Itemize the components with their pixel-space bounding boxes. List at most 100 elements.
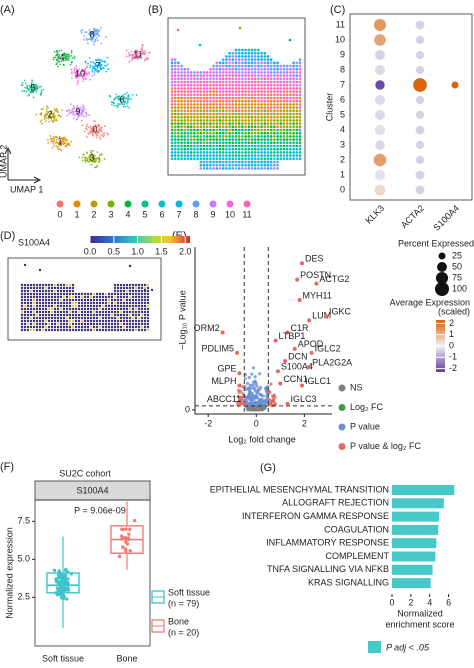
spot [266, 61, 270, 65]
umap-cell [130, 97, 132, 100]
spot [199, 74, 203, 77]
gene-point [258, 392, 262, 396]
spot [128, 328, 132, 332]
umap-cell [82, 153, 85, 156]
spot [71, 292, 75, 296]
spot [80, 319, 84, 323]
spot [247, 67, 251, 71]
umap-cell [106, 132, 109, 135]
spot [32, 301, 36, 305]
spot [209, 154, 212, 157]
spot [244, 138, 247, 141]
umap-cell [89, 37, 92, 40]
spot [199, 109, 203, 113]
spot [279, 147, 283, 151]
cluster-label: 4 [59, 52, 64, 62]
spot [247, 109, 251, 113]
spot [209, 83, 212, 87]
pathway-label: ALLOGRAFT REJECTION [282, 498, 389, 508]
umap-cell [97, 34, 100, 37]
spot [247, 58, 251, 61]
umap-cell [93, 73, 96, 76]
spot [289, 103, 292, 106]
spot [292, 138, 295, 141]
umap-cell [48, 116, 51, 119]
gene-point [247, 390, 252, 394]
spot [209, 160, 212, 164]
spot [180, 147, 183, 151]
umap-cell [91, 68, 94, 71]
spot [289, 64, 292, 68]
spot [212, 160, 215, 164]
gene-point [264, 389, 268, 393]
spot [95, 301, 99, 305]
spot [212, 131, 215, 135]
spot [77, 307, 81, 311]
spot [257, 135, 260, 138]
spot [215, 141, 219, 145]
spot [285, 119, 289, 122]
spot [189, 77, 193, 81]
spot [173, 151, 177, 154]
umap-cell [81, 159, 84, 162]
umap-cell [63, 52, 66, 55]
spot [177, 144, 180, 148]
spot [253, 109, 257, 113]
spot [186, 74, 190, 77]
spot [298, 99, 302, 103]
spot [177, 99, 180, 103]
umap-cell [45, 112, 48, 115]
umap-cell [56, 136, 59, 139]
spot [199, 144, 203, 148]
spot [260, 64, 263, 68]
spot [199, 131, 203, 135]
spot [209, 157, 212, 161]
spot [247, 83, 251, 87]
spot [44, 319, 48, 323]
spot [215, 147, 219, 151]
gene-label: APOD [298, 339, 324, 349]
spot [269, 96, 273, 100]
spot [183, 157, 187, 161]
spot [269, 163, 273, 167]
spot [177, 90, 180, 93]
spot [295, 122, 299, 125]
spot [98, 328, 102, 332]
spot [209, 90, 212, 93]
spot [74, 328, 78, 332]
spot [23, 328, 27, 332]
umap-cell [86, 157, 89, 160]
spot [250, 99, 254, 103]
colorbar-label: 2.0 [179, 246, 192, 256]
spot [257, 106, 260, 109]
umap-cell [77, 113, 79, 115]
spot [295, 64, 299, 68]
umap-cell [77, 77, 80, 80]
legend-swatch [107, 200, 115, 208]
spot [186, 67, 190, 71]
spot [140, 310, 144, 314]
spot [231, 83, 235, 87]
umap-cell [95, 65, 98, 68]
spot [41, 307, 45, 311]
umap-cell [68, 113, 71, 115]
spot [231, 55, 235, 58]
umap-cell [68, 53, 71, 56]
spot [122, 319, 126, 323]
umap-cell [59, 140, 61, 143]
spot [231, 151, 235, 154]
spot [292, 83, 295, 87]
umap-cell [126, 105, 129, 107]
spot [107, 319, 111, 323]
y-tick-label: 11 [336, 19, 345, 29]
spot [253, 157, 257, 161]
spot [65, 307, 69, 311]
spot [71, 313, 75, 317]
spot [41, 292, 45, 296]
spot [234, 87, 238, 90]
spot [285, 83, 289, 87]
spot [196, 131, 199, 135]
spot [244, 55, 247, 58]
umap-cell [127, 52, 130, 55]
spot [68, 283, 72, 287]
